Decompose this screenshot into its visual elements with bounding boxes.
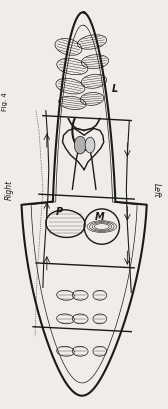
Text: L: L bbox=[112, 84, 118, 94]
Text: P: P bbox=[56, 206, 63, 216]
Ellipse shape bbox=[74, 137, 86, 155]
Text: Left: Left bbox=[152, 182, 161, 197]
Ellipse shape bbox=[85, 138, 95, 153]
Text: M: M bbox=[95, 211, 105, 221]
Text: Right: Right bbox=[5, 180, 14, 200]
Text: Fig. 4: Fig. 4 bbox=[2, 92, 8, 111]
